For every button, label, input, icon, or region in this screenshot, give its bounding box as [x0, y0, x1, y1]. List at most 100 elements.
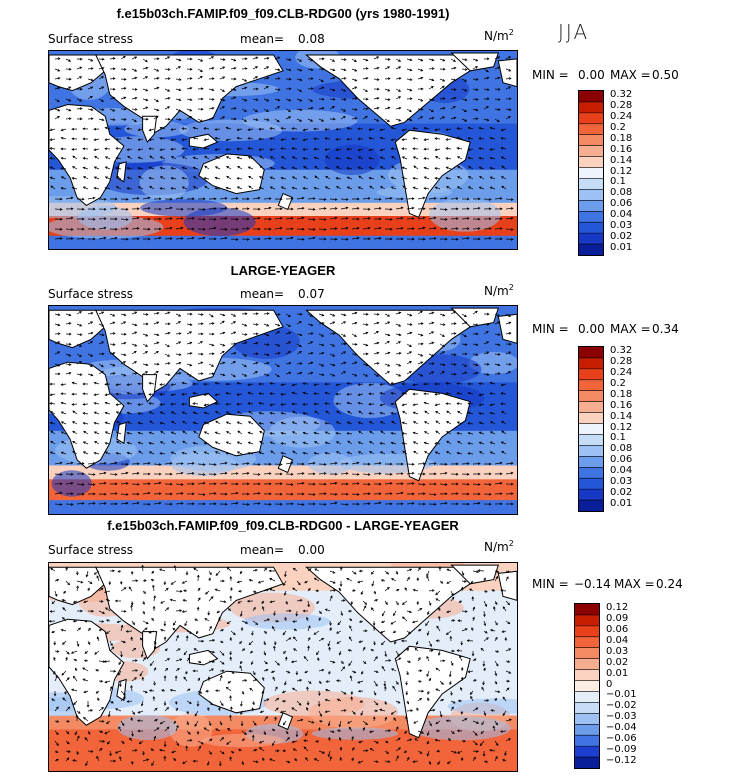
panel3-units: N/m2 [484, 539, 514, 554]
colorbar-tick-label: 0.03 [610, 220, 633, 232]
land-mass [497, 58, 517, 88]
colorbar-tick-label: 0.09 [606, 612, 629, 624]
panel3-title: f.e15b03ch.FAMIP.f09_f09.CLB-RDG00 - LAR… [107, 518, 459, 533]
colorbar-swatch [579, 456, 603, 468]
colorbar-tick-label: 0.2 [610, 377, 626, 389]
panel2-min-label: MIN = [532, 322, 569, 336]
colorbar-tick-label: 0.16 [610, 143, 633, 155]
colorbar-tick-label: 0.03 [606, 645, 629, 657]
colorbar-swatch [579, 178, 603, 190]
colorbar-swatch [579, 244, 603, 256]
colorbar-tick-label: 0.14 [610, 410, 633, 422]
colorbar-tick-label: 0.16 [610, 399, 633, 411]
colorbar-swatch [575, 647, 599, 660]
land-mass [450, 307, 499, 328]
panel1-min-label: MIN = [532, 68, 569, 82]
panel2-colorbar-svg [579, 347, 603, 512]
colorbar-swatch [579, 357, 603, 370]
panel2-title: LARGE-YEAGER [230, 263, 336, 278]
colorbar-tick-label: 0.03 [610, 476, 633, 488]
colorbar-tick-label: 0.18 [610, 132, 633, 144]
colorbar-tick-label: 0.01 [610, 242, 633, 254]
colorbar-tick-label: 0.2 [610, 121, 626, 133]
colorbar-swatch [575, 604, 599, 616]
colorbar-swatch [575, 680, 599, 692]
land-mass [394, 645, 471, 739]
colorbar-tick-label: −0.02 [606, 700, 637, 712]
colorbar-tick-label: −0.03 [606, 711, 637, 723]
colorbar-swatch [579, 478, 603, 490]
panel2-map [48, 305, 518, 515]
colorbar-tick-label: 0.24 [610, 366, 633, 378]
colorbar-tick-label: 0.32 [610, 89, 633, 100]
colorbar-swatch [579, 412, 603, 425]
colorbar-swatch [575, 746, 599, 758]
colorbar-tick-label: 0.08 [610, 187, 633, 199]
panel1-map-svg [49, 51, 517, 249]
colorbar-swatch [579, 500, 603, 512]
land-mass [49, 361, 125, 469]
panel1-max-value: 0.50 [652, 68, 679, 82]
land-mass [188, 133, 219, 149]
land-mass [95, 566, 284, 652]
panel3-max-label: MAX = [614, 577, 655, 591]
panel2-max-label: MAX = [610, 322, 651, 336]
colorbar-swatch [575, 702, 599, 714]
colorbar-tick-label: 0.12 [610, 165, 633, 177]
land-mass [277, 712, 294, 731]
panel2-units: N/m2 [484, 283, 514, 298]
land-mass [142, 374, 158, 403]
colorbar-tick-label: 0.06 [606, 623, 629, 635]
colorbar-swatch [575, 735, 599, 747]
colorbar-swatch [579, 233, 603, 245]
panel2-colorbar [578, 346, 604, 512]
land-mass [198, 413, 265, 457]
panel3-mean-label: mean= [240, 543, 285, 557]
colorbar-swatch [579, 123, 603, 136]
colorbar-tick-label: 0.32 [610, 345, 633, 356]
land-mass [49, 103, 125, 207]
land-mass [497, 570, 517, 601]
panel3-map-svg [49, 563, 517, 771]
panel3-colorbar-ticks: 0.12 0.09 0.06 0.04 0.03 0.02 0.01 0 −0.01 −0.02−… [606, 602, 666, 767]
colorbar-swatch [579, 423, 603, 435]
colorbar-tick-label: 0.18 [610, 388, 633, 400]
panel2-mean-label: mean= [240, 287, 285, 301]
land-mass [142, 631, 158, 660]
panel3-colorbar [574, 603, 600, 769]
colorbar-swatch [579, 189, 603, 201]
panel1-mean-value: 0.08 [298, 32, 325, 46]
colorbar-tick-label: 0.04 [606, 634, 629, 646]
colorbar-swatch [575, 636, 599, 649]
colorbar-swatch [579, 112, 603, 125]
colorbar-tick-label: −0.12 [606, 755, 637, 767]
panel3-variable: Surface stress [48, 543, 134, 557]
land-mass [394, 129, 471, 218]
colorbar-tick-label: −0.04 [606, 722, 637, 734]
land-mass [198, 153, 265, 195]
colorbar-swatch [575, 713, 599, 725]
colorbar-tick-label: 0.02 [610, 231, 633, 243]
colorbar-swatch [579, 91, 603, 103]
colorbar-tick-label: 0.12 [606, 602, 629, 613]
colorbar-swatch [579, 379, 603, 392]
colorbar-swatch [579, 445, 603, 457]
colorbar-tick-label: 0.06 [610, 198, 633, 210]
colorbar-swatch [579, 211, 603, 223]
colorbar-swatch [579, 222, 603, 234]
land-mass [116, 161, 127, 183]
colorbar-swatch [579, 145, 603, 158]
colorbar-swatch [575, 724, 599, 736]
colorbar-tick-label: 0.1 [610, 176, 626, 188]
land-mass [142, 115, 158, 144]
panel1-variable: Surface stress [48, 32, 134, 46]
land-mass [49, 618, 125, 726]
colorbar-swatch [575, 757, 599, 769]
colorbar-tick-label: 0.28 [610, 99, 633, 111]
colorbar-tick-label: 0.02 [606, 656, 629, 668]
land-mass [95, 309, 284, 395]
colorbar-swatch [575, 614, 599, 627]
colorbar-tick-label: 0.08 [610, 443, 633, 455]
panel3-min-value: −0.14 [574, 577, 611, 591]
colorbar-tick-label: −0.01 [606, 689, 637, 701]
